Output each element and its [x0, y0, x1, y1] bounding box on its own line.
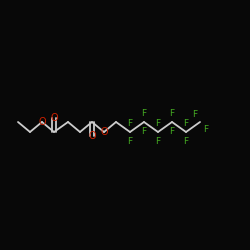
Text: F: F: [184, 136, 188, 145]
Text: F: F: [203, 125, 208, 134]
Text: O: O: [38, 117, 46, 127]
Text: F: F: [170, 126, 174, 136]
Text: F: F: [142, 126, 146, 136]
Text: O: O: [50, 113, 58, 123]
Text: F: F: [156, 136, 160, 145]
Text: O: O: [100, 127, 108, 137]
Text: F: F: [184, 118, 188, 128]
Text: O: O: [88, 131, 96, 141]
Text: F: F: [128, 136, 132, 145]
Text: F: F: [170, 108, 174, 118]
Text: F: F: [142, 108, 146, 118]
Text: F: F: [156, 118, 160, 128]
Text: F: F: [128, 118, 132, 128]
Text: F: F: [192, 110, 197, 119]
